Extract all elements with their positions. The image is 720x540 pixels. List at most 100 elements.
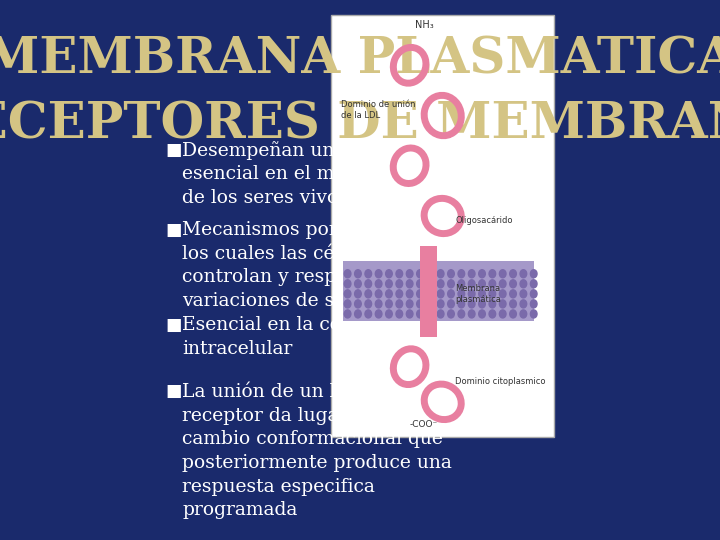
Circle shape xyxy=(458,300,464,308)
Circle shape xyxy=(396,280,402,288)
Circle shape xyxy=(365,280,372,288)
Circle shape xyxy=(375,290,382,298)
Circle shape xyxy=(355,280,361,288)
Circle shape xyxy=(479,280,485,288)
Circle shape xyxy=(375,300,382,308)
Circle shape xyxy=(458,310,464,318)
Circle shape xyxy=(417,290,423,298)
Circle shape xyxy=(417,280,423,288)
Circle shape xyxy=(406,310,413,318)
Text: ■: ■ xyxy=(166,140,182,159)
Circle shape xyxy=(458,270,464,278)
Circle shape xyxy=(469,290,475,298)
Text: Esencial en la comunicación
intracelular: Esencial en la comunicación intracelular xyxy=(182,316,450,358)
Circle shape xyxy=(500,280,506,288)
Text: MEMBRANA PLASMATICA: MEMBRANA PLASMATICA xyxy=(0,35,720,84)
Circle shape xyxy=(520,280,527,288)
Circle shape xyxy=(479,300,485,308)
Circle shape xyxy=(531,270,537,278)
Text: Membrana
plasmática: Membrana plasmática xyxy=(455,284,501,303)
Circle shape xyxy=(437,310,444,318)
Circle shape xyxy=(520,290,527,298)
Circle shape xyxy=(355,310,361,318)
Text: La unión de un ligando a un
receptor da lugar a un
cambio conformacional que
pos: La unión de un ligando a un receptor da … xyxy=(182,382,452,519)
Circle shape xyxy=(500,310,506,318)
Circle shape xyxy=(427,290,433,298)
Circle shape xyxy=(406,280,413,288)
Circle shape xyxy=(489,300,495,308)
Circle shape xyxy=(448,300,454,308)
Circle shape xyxy=(479,290,485,298)
Circle shape xyxy=(355,300,361,308)
FancyBboxPatch shape xyxy=(331,15,554,437)
Circle shape xyxy=(520,270,527,278)
Circle shape xyxy=(448,290,454,298)
Text: ■: ■ xyxy=(166,382,182,400)
Text: ■: ■ xyxy=(166,316,182,334)
Circle shape xyxy=(448,310,454,318)
Circle shape xyxy=(406,300,413,308)
Circle shape xyxy=(531,300,537,308)
Circle shape xyxy=(417,300,423,308)
Circle shape xyxy=(437,300,444,308)
Circle shape xyxy=(386,300,392,308)
Circle shape xyxy=(469,310,475,318)
Circle shape xyxy=(458,290,464,298)
Circle shape xyxy=(500,270,506,278)
Text: Mecanismos por medio de
los cuales las células
controlan y responden a las
varia: Mecanismos por medio de los cuales las c… xyxy=(182,221,444,310)
Circle shape xyxy=(375,280,382,288)
Circle shape xyxy=(520,300,527,308)
Circle shape xyxy=(427,280,433,288)
Circle shape xyxy=(489,290,495,298)
Circle shape xyxy=(437,280,444,288)
Circle shape xyxy=(448,270,454,278)
Circle shape xyxy=(437,270,444,278)
Circle shape xyxy=(427,270,433,278)
Circle shape xyxy=(406,270,413,278)
Circle shape xyxy=(365,290,372,298)
Circle shape xyxy=(396,310,402,318)
Circle shape xyxy=(448,280,454,288)
Circle shape xyxy=(344,310,351,318)
Circle shape xyxy=(437,290,444,298)
Text: NH₃: NH₃ xyxy=(415,20,433,30)
Circle shape xyxy=(531,310,537,318)
Circle shape xyxy=(417,270,423,278)
Circle shape xyxy=(344,290,351,298)
Circle shape xyxy=(355,270,361,278)
Text: Dominio citoplasmico: Dominio citoplasmico xyxy=(455,377,546,386)
Circle shape xyxy=(500,290,506,298)
Circle shape xyxy=(386,290,392,298)
Circle shape xyxy=(344,280,351,288)
Circle shape xyxy=(469,280,475,288)
Circle shape xyxy=(427,300,433,308)
Circle shape xyxy=(396,300,402,308)
Circle shape xyxy=(531,290,537,298)
Text: Dominio de unión
de la LDL: Dominio de unión de la LDL xyxy=(341,100,416,120)
Circle shape xyxy=(375,270,382,278)
Circle shape xyxy=(344,300,351,308)
Circle shape xyxy=(489,310,495,318)
Circle shape xyxy=(386,280,392,288)
Circle shape xyxy=(417,310,423,318)
Circle shape xyxy=(469,300,475,308)
Circle shape xyxy=(396,290,402,298)
Text: Desempeñan un papel
esencial en el metabolismo
de los seres vivos: Desempeñan un papel esencial en el metab… xyxy=(182,140,438,207)
Circle shape xyxy=(469,270,475,278)
Circle shape xyxy=(344,270,351,278)
Circle shape xyxy=(510,280,516,288)
Circle shape xyxy=(365,300,372,308)
Circle shape xyxy=(510,310,516,318)
Circle shape xyxy=(510,290,516,298)
Circle shape xyxy=(396,270,402,278)
Text: Oligosacárido: Oligosacárido xyxy=(455,216,513,225)
Circle shape xyxy=(489,270,495,278)
Circle shape xyxy=(386,310,392,318)
Circle shape xyxy=(427,310,433,318)
Circle shape xyxy=(365,310,372,318)
Circle shape xyxy=(531,280,537,288)
Circle shape xyxy=(500,300,506,308)
FancyBboxPatch shape xyxy=(420,246,436,336)
Circle shape xyxy=(479,310,485,318)
Circle shape xyxy=(510,270,516,278)
